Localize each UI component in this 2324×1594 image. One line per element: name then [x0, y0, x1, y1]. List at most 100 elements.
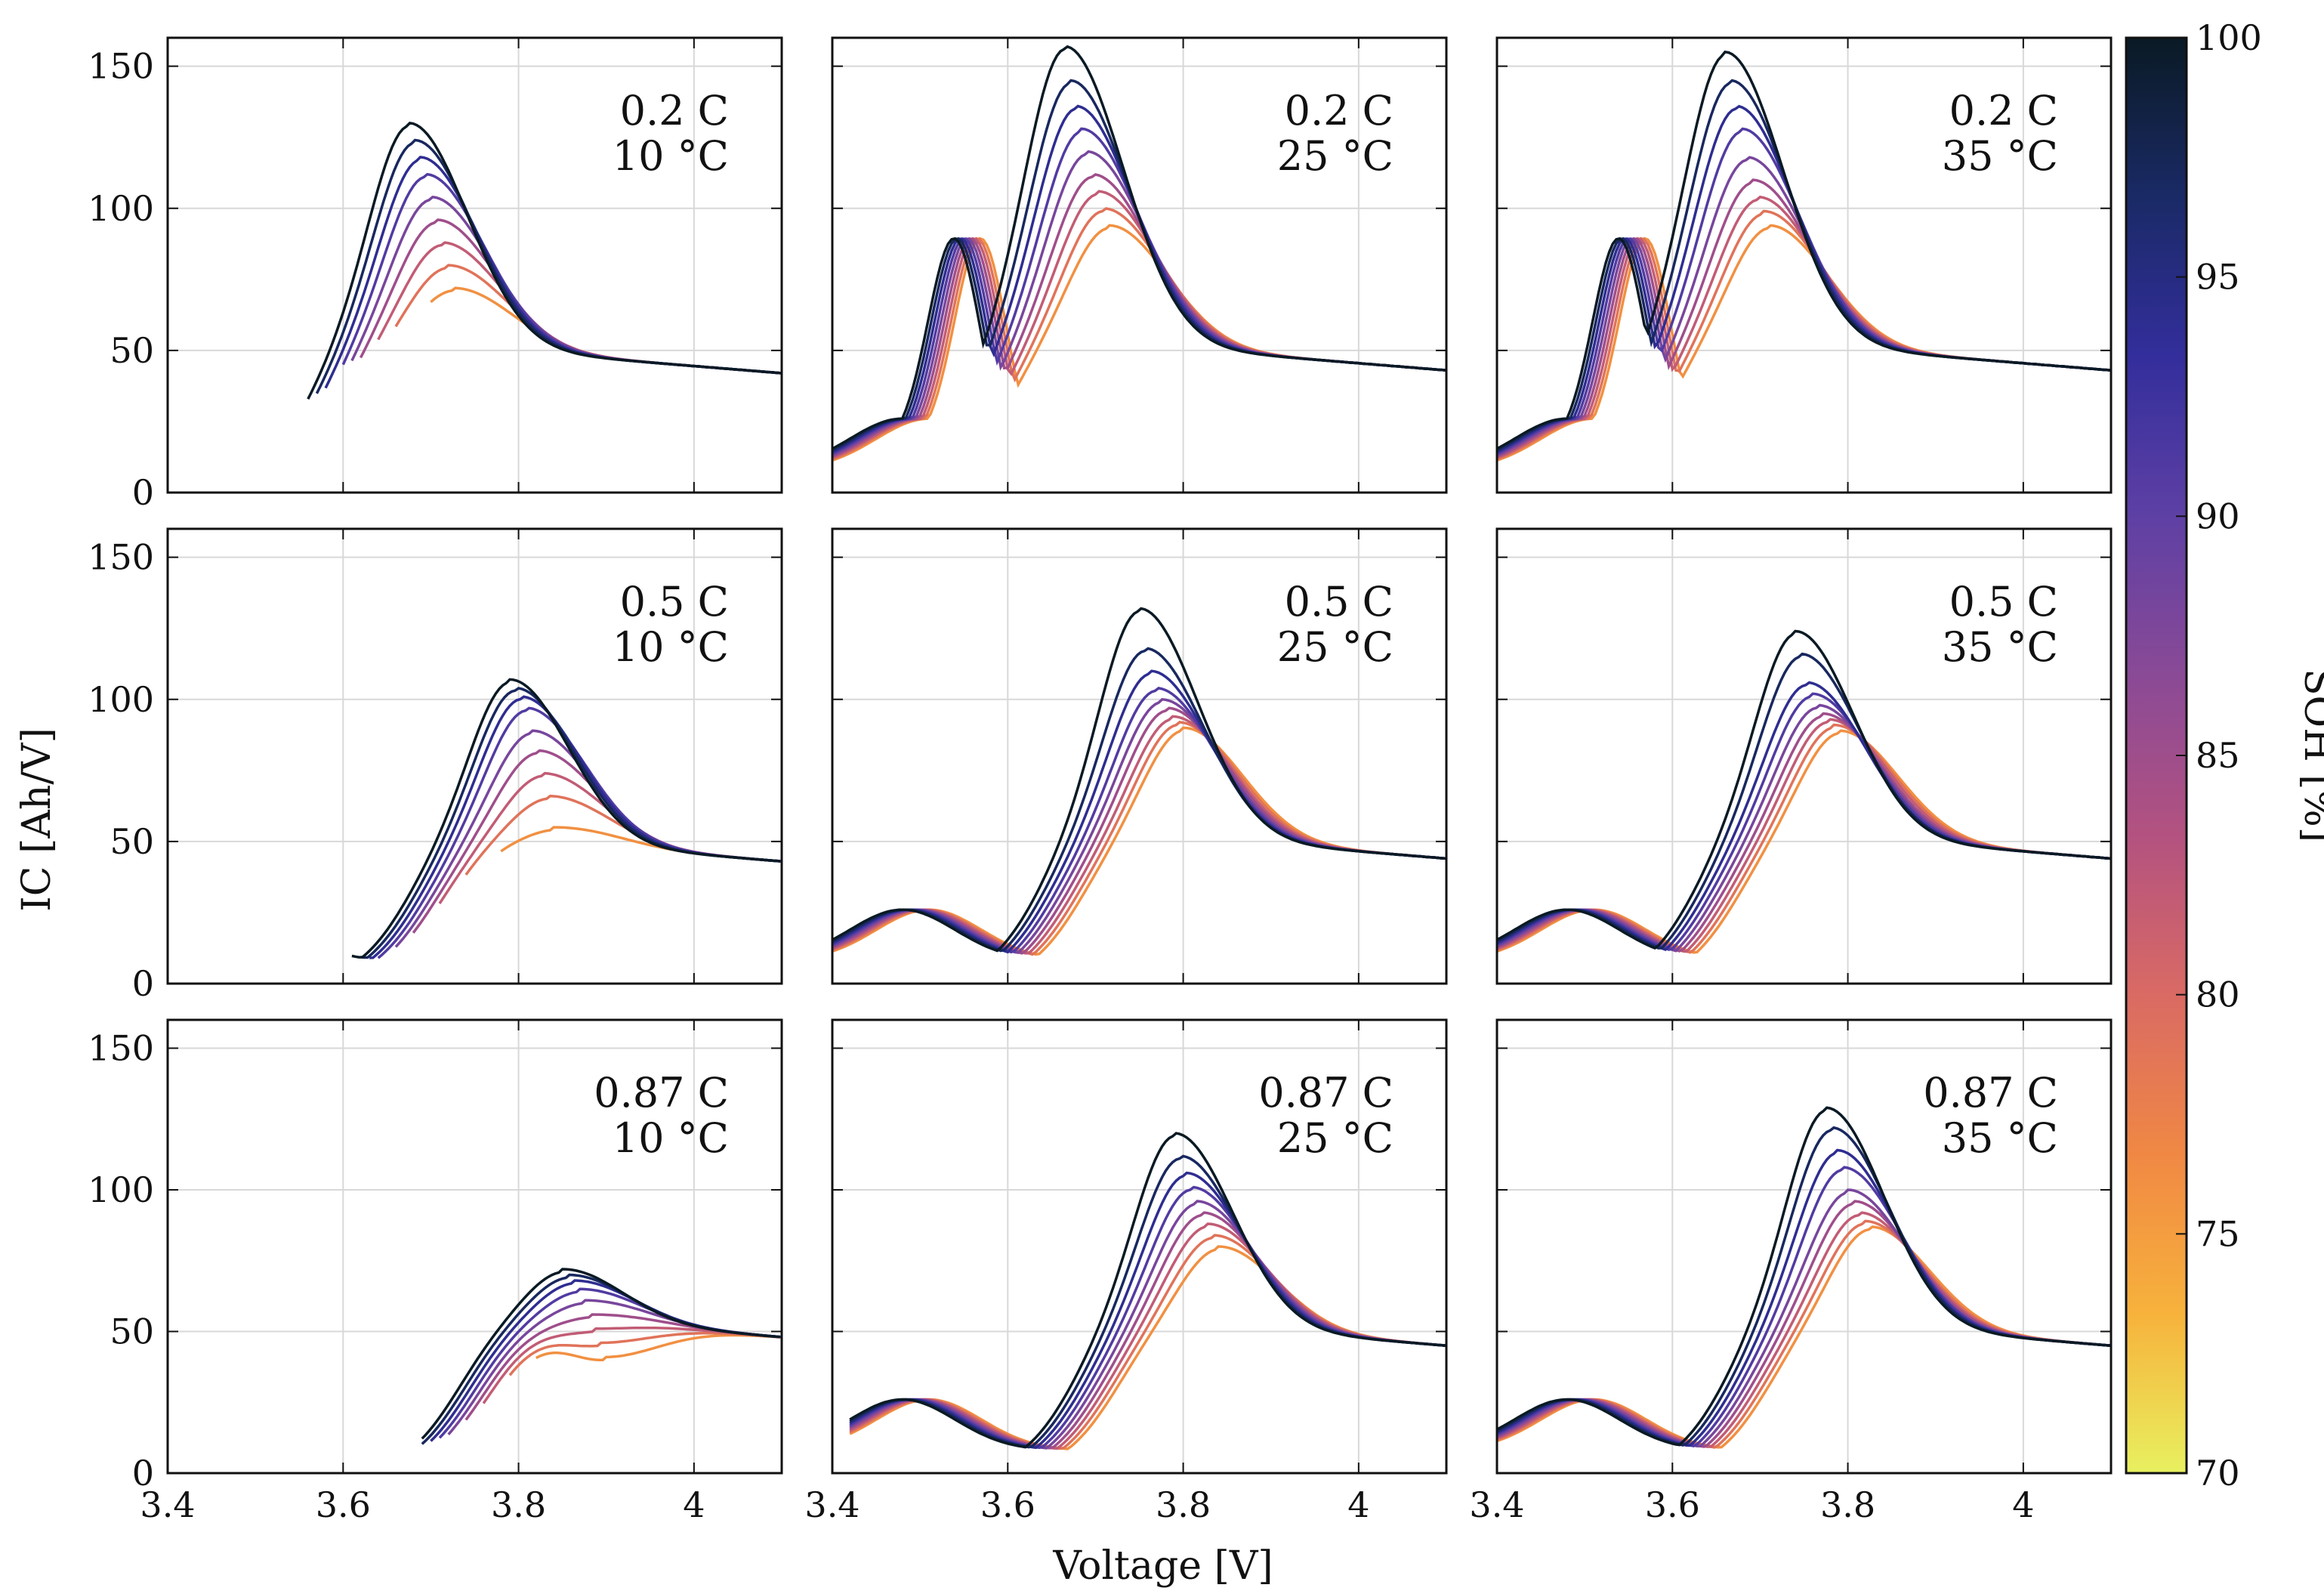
- series-line: [438, 1287, 780, 1439]
- panel: 3.4 3.6 3.8 4 0.87 C35 °C: [1469, 1018, 2113, 1525]
- series-line: [1497, 652, 2111, 950]
- panel-frame: [831, 1018, 1448, 1475]
- series-line: [832, 706, 1446, 955]
- series-line: [832, 715, 1446, 955]
- y-tick-label: 100: [88, 188, 154, 229]
- panel: 0.2 C25 °C: [831, 36, 1448, 494]
- y-tick-label: 150: [88, 537, 154, 578]
- series-group: [1497, 50, 2111, 462]
- panel-temp-label: 25 °C: [1277, 1114, 1393, 1162]
- series-line: [1497, 1219, 2111, 1449]
- series-line: [832, 607, 1446, 953]
- panel-rate-label: 0.87 C: [1923, 1069, 2058, 1117]
- x-tick-label: 3.4: [140, 1484, 195, 1525]
- series-line: [447, 1299, 782, 1435]
- colorbar: 70 75 80 85 90 95 100 SOH [%]: [2125, 17, 2324, 1494]
- series-line: [324, 156, 782, 389]
- series-line: [438, 771, 780, 904]
- panel-rate-label: 0.87 C: [1258, 1069, 1393, 1117]
- panel-temp-label: 10 °C: [613, 1114, 729, 1162]
- series-group: [832, 607, 1446, 956]
- series-line: [1497, 50, 2111, 450]
- series-group: [1497, 1106, 2111, 1449]
- x-tick-label: 3.6: [980, 1484, 1035, 1525]
- y-tick-label: 50: [110, 1311, 154, 1352]
- panel-temp-label: 25 °C: [1277, 623, 1393, 671]
- series-line: [849, 1211, 1446, 1450]
- series-line: [464, 794, 782, 876]
- panel: 0.5 C35 °C: [1495, 527, 2113, 985]
- series-line: [832, 647, 1446, 953]
- colorbar-tick-label: 85: [2196, 735, 2240, 776]
- series-line: [1497, 629, 2111, 950]
- y-tick-label: 50: [110, 821, 154, 862]
- series-group: [421, 1268, 782, 1445]
- panel-rate-label: 0.5 C: [620, 578, 729, 626]
- panel-rate-label: 0.5 C: [1285, 578, 1393, 626]
- panel: 3.4 3.6 3.8 4 0 50 100 150 0.87 C10 °C: [88, 1018, 783, 1525]
- y-tick-label: 100: [88, 679, 154, 720]
- panel-frame: [831, 527, 1448, 985]
- panel: 0 50 100 150 0.2 C10 °C: [88, 36, 783, 513]
- panel-frame: [831, 36, 1448, 494]
- series-line: [1497, 1211, 2111, 1448]
- series-line: [307, 122, 782, 400]
- panel: 0 50 100 150 0.5 C10 °C: [88, 527, 783, 1004]
- panel-frame: [166, 527, 783, 985]
- series-line: [1497, 1188, 2111, 1447]
- panel-frame: [1495, 1018, 2113, 1475]
- colorbar-tick-label: 75: [2196, 1213, 2240, 1254]
- series-group: [1497, 629, 2111, 954]
- series-group: [849, 1132, 1446, 1450]
- x-tick-label: 3.8: [1156, 1484, 1211, 1525]
- panel-rate-label: 0.2 C: [620, 87, 729, 134]
- y-tick-label: 0: [132, 472, 154, 513]
- series-line: [849, 1132, 1446, 1449]
- x-axis-title: Voltage [V]: [1052, 1543, 1273, 1589]
- x-tick-label: 4: [683, 1484, 705, 1525]
- series-line: [1497, 1106, 2111, 1447]
- panel-temp-label: 35 °C: [1942, 1114, 2058, 1162]
- series-line: [421, 1268, 780, 1440]
- series-group: [307, 122, 782, 400]
- panel-temp-label: 35 °C: [1942, 623, 2058, 671]
- x-tick-label: 3.4: [1469, 1484, 1524, 1525]
- panel-rate-label: 0.2 C: [1285, 87, 1393, 134]
- panel-temp-label: 10 °C: [613, 623, 729, 671]
- y-axis-title: IC [Ah/V]: [14, 727, 60, 912]
- colorbar-title: SOH [%]: [2295, 669, 2324, 842]
- colorbar-ticks: 70 75 80 85 90 95 100: [2176, 17, 2262, 1494]
- colorbar-tick-label: 100: [2196, 17, 2262, 58]
- y-tick-label: 150: [88, 46, 154, 87]
- series-line: [351, 678, 780, 959]
- panel-temp-label: 10 °C: [613, 132, 729, 180]
- panel-rate-label: 0.87 C: [594, 1069, 729, 1117]
- panel: 0.5 C25 °C: [831, 527, 1448, 985]
- series-line: [1497, 712, 2111, 953]
- x-tick-label: 4: [2012, 1484, 2034, 1525]
- panel-frame: [166, 1018, 783, 1475]
- series-line: [1497, 723, 2111, 954]
- colorbar-tick-label: 95: [2196, 257, 2240, 298]
- series-group: [351, 678, 782, 959]
- panel-temp-label: 35 °C: [1942, 132, 2058, 180]
- series-line: [394, 729, 782, 948]
- series-line: [832, 45, 1446, 450]
- y-tick-label: 0: [132, 963, 154, 1004]
- series-line: [849, 1234, 1446, 1450]
- y-tick-label: 0: [132, 1453, 154, 1494]
- panel-frame: [1495, 527, 2113, 985]
- panel-rate-label: 0.5 C: [1949, 578, 2058, 626]
- panel-frame: [166, 36, 783, 494]
- x-tick-label: 3.6: [1645, 1484, 1700, 1525]
- panel-rate-label: 0.2 C: [1949, 87, 2058, 134]
- series-group: [832, 45, 1446, 462]
- x-tick-label: 3.4: [804, 1484, 860, 1525]
- panel: 0.2 C35 °C: [1495, 36, 2113, 494]
- x-tick-label: 3.8: [491, 1484, 546, 1525]
- panel-temp-label: 25 °C: [1277, 132, 1393, 180]
- series-line: [430, 286, 782, 375]
- series-line: [1497, 1126, 2111, 1447]
